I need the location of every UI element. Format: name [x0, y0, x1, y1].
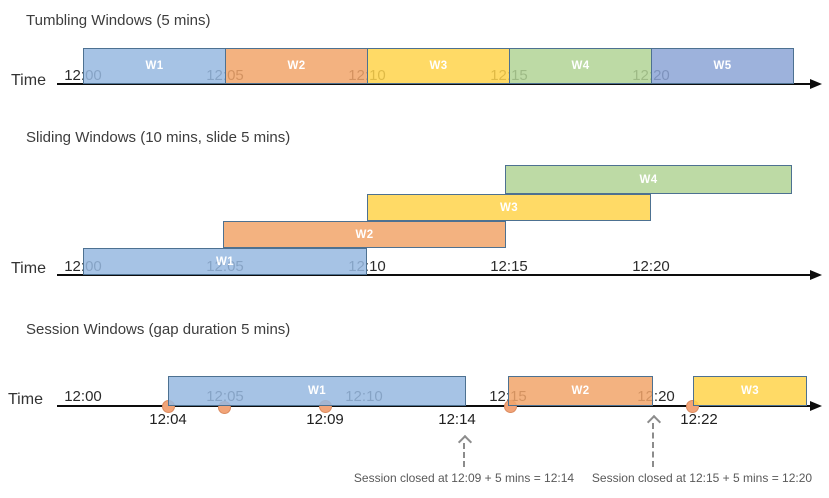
- tumbling-window-w2: W2: [225, 48, 368, 84]
- session-window-w2: W2: [508, 376, 653, 406]
- sliding-time-axis-label: Time: [11, 260, 46, 277]
- event-label-1209: 12:09: [306, 411, 344, 428]
- tumbling-window-w3: W3: [367, 48, 510, 84]
- sliding-section-title: Sliding Windows (10 mins, slide 5 mins): [26, 129, 291, 146]
- sliding-tick-1220: 12:20: [632, 258, 670, 275]
- sliding-window-w3: W3: [367, 194, 651, 221]
- tumbling-time-axis: [57, 83, 812, 85]
- session-section-title: Session Windows (gap duration 5 mins): [26, 321, 291, 338]
- session-window-w3: W3: [693, 376, 807, 406]
- tumbling-axis-arrow-icon: [810, 79, 822, 89]
- sliding-window-w4-label: W4: [639, 173, 658, 186]
- session-close-arrow-1: [463, 443, 465, 467]
- tumbling-section-title: Tumbling Windows (5 mins): [26, 12, 211, 29]
- sliding-axis-arrow-icon: [810, 270, 822, 280]
- session-window-w1: W1: [168, 376, 466, 406]
- tumbling-window-w3-label: W3: [429, 60, 448, 72]
- session-close-caption-1: Session closed at 12:09 + 5 mins = 12:14: [353, 471, 575, 485]
- sliding-time-axis: [57, 274, 812, 276]
- sliding-tick-1215: 12:15: [490, 258, 528, 275]
- tumbling-window-w5-label: W5: [713, 60, 732, 72]
- sliding-window-w3-label: W3: [499, 201, 519, 214]
- sliding-window-w2-label: W2: [355, 228, 374, 241]
- tumbling-window-w4-label: W4: [571, 60, 590, 72]
- event-label-1222: 12:22: [680, 411, 718, 428]
- tumbling-time-axis-label: Time: [11, 72, 46, 89]
- session-window-w3-label: W3: [740, 385, 760, 397]
- sliding-window-w4: W4: [505, 165, 792, 194]
- session-time-axis-label: Time: [8, 391, 43, 408]
- session-tick-1200: 12:00: [64, 388, 102, 405]
- session-close-arrow-2: [652, 423, 654, 467]
- session-close-arrow-1-head-icon: [457, 434, 473, 450]
- session-time-axis: [57, 405, 812, 407]
- tumbling-window-w4: W4: [509, 48, 652, 84]
- tumbling-window-w1: W1: [83, 48, 226, 84]
- session-axis-arrow-icon: [810, 401, 822, 411]
- session-window-w1-label: W1: [307, 385, 327, 397]
- event-label-1204: 12:04: [149, 411, 187, 428]
- tumbling-window-w1-label: W1: [145, 60, 164, 72]
- sliding-window-w1-label: W1: [215, 255, 235, 268]
- sliding-window-w1: W1: [83, 248, 367, 275]
- session-window-w2-label: W2: [571, 385, 590, 397]
- event-label-1214: 12:14: [438, 411, 476, 428]
- tumbling-window-w5: W5: [651, 48, 794, 84]
- sliding-window-w2: W2: [223, 221, 506, 248]
- session-close-arrow-2-head-icon: [646, 414, 662, 430]
- tumbling-window-w2-label: W2: [287, 60, 306, 72]
- session-close-caption-2: Session closed at 12:15 + 5 mins = 12:20: [591, 471, 813, 485]
